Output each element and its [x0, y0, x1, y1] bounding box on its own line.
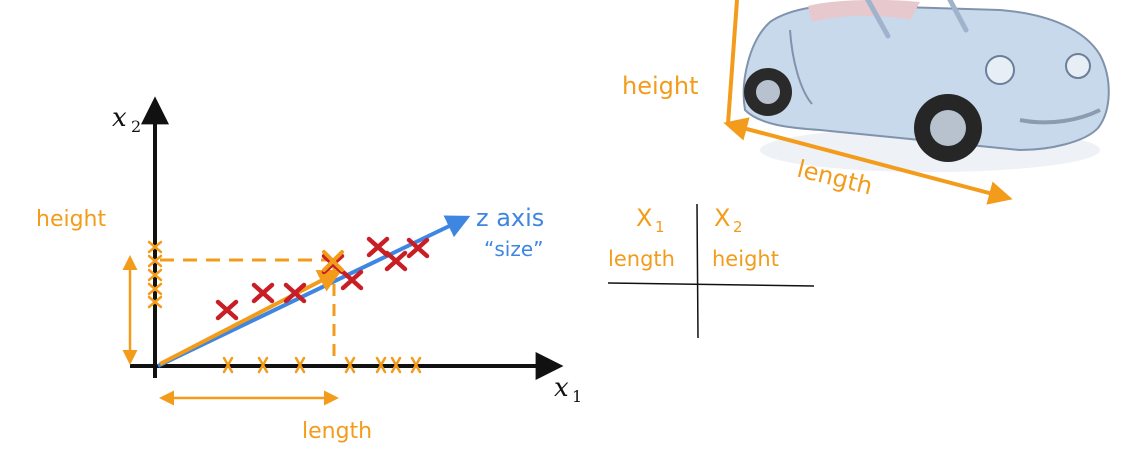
table-col2-header: X [714, 204, 730, 232]
table-col2-subscript: 2 [733, 218, 743, 236]
plot-length-label: length [302, 419, 372, 444]
x1-axis-subscript: 1 [572, 387, 582, 406]
data-point [251, 282, 275, 304]
car-height-label: height [622, 72, 699, 100]
z-axis-size-label: “size” [484, 237, 544, 261]
data-point [366, 236, 390, 258]
convertible-car-icon [742, 0, 1110, 172]
x2-axis-subscript: 2 [131, 117, 141, 136]
table-col2-value: height [712, 247, 779, 271]
data-point [384, 250, 408, 272]
table-col1-subscript: 1 [655, 218, 665, 236]
car-length-arrow [723, 117, 1013, 205]
z-axis-arrow [157, 215, 471, 368]
data-point [340, 269, 364, 291]
data-point [215, 299, 239, 321]
table-col1-header: X [636, 204, 652, 232]
feature-table: X 1 X 2 length height [607, 203, 815, 339]
table-vertical-rule [696, 203, 699, 339]
car-height-line [726, 0, 739, 125]
table-horizontal-rule [607, 282, 815, 287]
plot-height-label: height [36, 207, 106, 232]
table-col1-value: length [608, 247, 675, 271]
x1-axis-label: x [554, 373, 569, 403]
data-vector-arrow [159, 269, 343, 366]
x2-axis-label: x [112, 103, 127, 133]
x1-axis-projections [222, 356, 422, 374]
x2-axis-projections [147, 240, 163, 309]
z-axis-label: z axis [476, 204, 544, 232]
selected-point-marker [322, 250, 344, 272]
data-point [406, 237, 430, 259]
data-point [283, 282, 307, 304]
scatter-plot: x 2 x 1 [36, 96, 582, 444]
